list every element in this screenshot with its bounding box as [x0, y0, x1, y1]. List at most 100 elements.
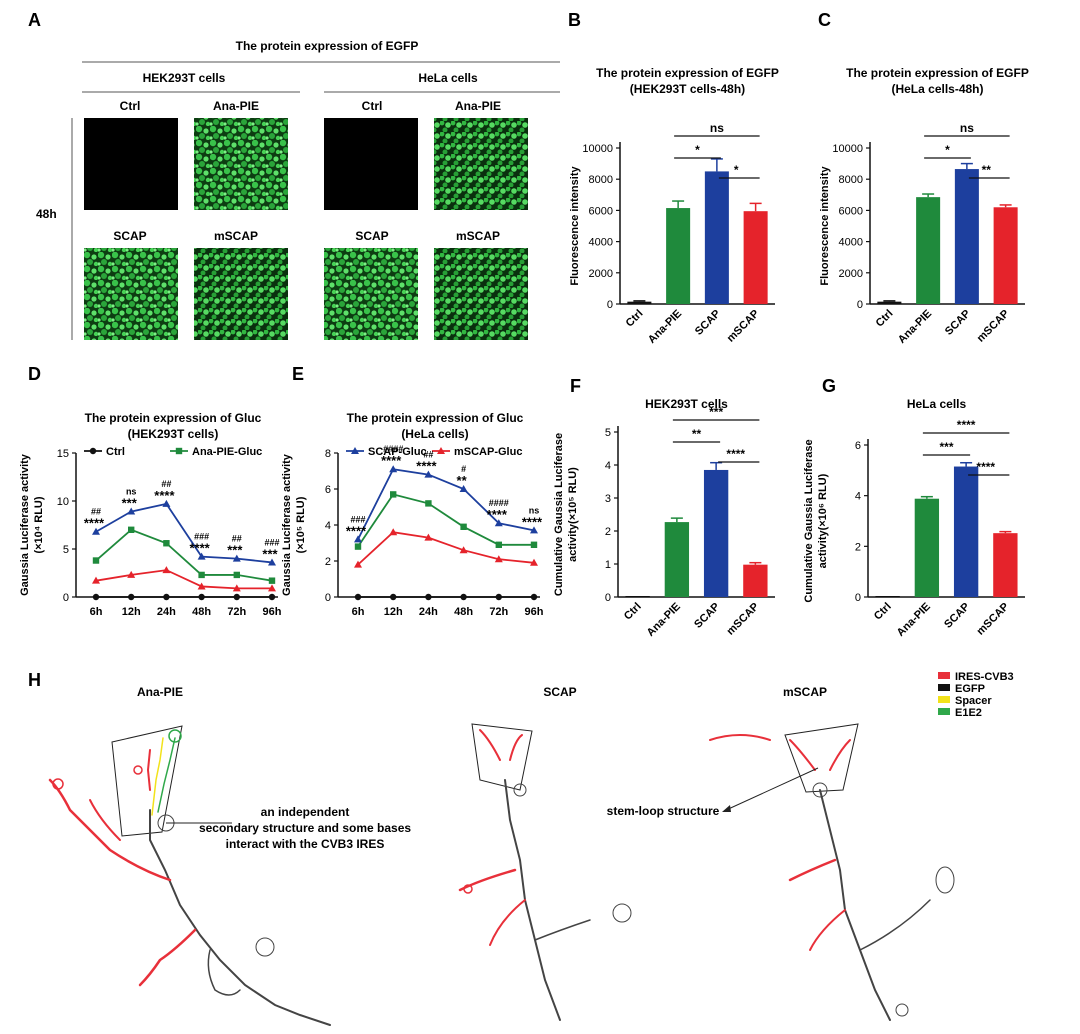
y-axis-label: Cumulative Gaussia Luciferase — [553, 433, 565, 596]
y-axis-label: Fluorescence intensity — [569, 166, 581, 286]
significance-label: ** — [982, 163, 992, 177]
data-point — [389, 465, 398, 473]
y-axis-label-unit: activity(×10⁵ RLU) — [567, 467, 579, 562]
rna-structure-mscap — [709, 723, 955, 1021]
y-tick-label: 10000 — [832, 143, 863, 155]
annotation-anapie-line-3: interact with the CVB3 IRES — [226, 837, 385, 851]
bar-ana-pie — [664, 522, 690, 597]
annotation-stars: **** — [522, 514, 543, 529]
annotation-anapie-line-2: secondary structure and some bases — [199, 821, 411, 835]
y-tick-label: 4 — [325, 520, 331, 532]
rna-structure-scap — [458, 723, 632, 1021]
annotation-top: # — [461, 464, 466, 474]
x-tick-label: SCAP — [693, 308, 723, 338]
y-axis-label-unit: (×10⁵ RLU) — [295, 496, 307, 553]
significance-label: * — [695, 143, 700, 157]
data-point — [494, 519, 503, 527]
data-point — [268, 593, 276, 601]
structure-title-scap: SCAP — [543, 685, 576, 699]
data-point — [163, 593, 170, 601]
chart-e: The protein expression of Gluc (HeLa cell… — [281, 411, 544, 618]
data-point — [92, 527, 100, 535]
x-tick-label: 72h — [489, 606, 508, 618]
legend-label-e1e2: E1E2 — [955, 707, 982, 719]
significance-label: * — [945, 143, 950, 157]
annotation-top: ### — [350, 514, 365, 524]
data-point — [530, 526, 538, 534]
x-tick-label: SCAP — [943, 308, 973, 338]
panel-a-group-hela: HeLa cells — [418, 71, 478, 85]
annotation-top: ## — [161, 479, 171, 489]
chart-c-subtitle: (HeLa cells-48h) — [891, 82, 983, 96]
panel-a: A The protein expression of EGFP HEK293T… — [28, 10, 560, 340]
x-tick-label: 6h — [352, 606, 365, 618]
legend-label: SCAP-Gluc — [368, 446, 427, 458]
y-tick-label: 2000 — [839, 268, 863, 280]
y-tick-label: 6000 — [839, 205, 863, 217]
micrograph-scap-hela — [324, 248, 418, 340]
legend-label: Ana-PIE-Gluc — [192, 446, 262, 458]
panel-a-group-hek: HEK293T cells — [143, 71, 226, 85]
data-point — [92, 557, 100, 564]
y-tick-label: 0 — [857, 299, 863, 311]
x-tick-label: 48h — [454, 606, 473, 618]
data-point — [354, 560, 362, 568]
significance-label: ** — [692, 427, 702, 441]
legend-swatch-egfp — [938, 684, 950, 691]
y-tick-label: 4000 — [589, 237, 613, 249]
data-point — [425, 500, 432, 507]
significance-label: *** — [939, 440, 953, 454]
panel-letter-f: F — [570, 376, 581, 396]
bar-scap — [954, 169, 979, 304]
panel-letter-c: C — [818, 10, 831, 30]
y-tick-label: 6 — [325, 484, 331, 496]
legend-label: mSCAP-Gluc — [454, 446, 522, 458]
panel-a-time-label: 48h — [36, 207, 57, 221]
pointer-line-mscap — [723, 767, 819, 812]
data-point — [197, 582, 206, 590]
data-point — [233, 571, 240, 579]
bar-mscap — [743, 564, 768, 597]
x-tick-label: 12h — [384, 606, 403, 618]
data-point — [162, 566, 171, 574]
annotation-stars: **** — [416, 459, 437, 474]
annotation-top: ### — [194, 532, 209, 542]
y-tick-label: 15 — [57, 448, 69, 460]
micrograph-mscap-hek — [194, 248, 288, 340]
panel-a-label-scap-hela: SCAP — [355, 229, 388, 243]
annotation-stars: *** — [122, 496, 138, 511]
chart-c-title: The protein expression of EGFP — [846, 66, 1029, 80]
chart-d-subtitle: (HEK293T cells) — [128, 427, 219, 441]
data-point — [162, 499, 171, 507]
annotation-stars: **** — [189, 541, 210, 556]
legend-marker — [175, 447, 183, 455]
micrograph-scap-hek — [84, 248, 178, 340]
data-point — [198, 571, 205, 579]
data-point — [494, 555, 503, 563]
y-tick-label: 4 — [855, 491, 861, 503]
y-tick-label: 8 — [325, 448, 331, 460]
significance-label: *** — [709, 405, 723, 419]
panel-a-label-anapie-hek: Ana-PIE — [213, 99, 259, 113]
annotation-stars: **** — [487, 507, 508, 522]
annotation-stars: **** — [381, 453, 402, 468]
y-tick-label: 5 — [605, 427, 611, 439]
data-point — [354, 543, 362, 550]
y-tick-label: 1 — [605, 559, 611, 571]
y-tick-label: 0 — [855, 592, 861, 604]
highlight-box-scap — [471, 723, 533, 791]
legend-label-ires: IRES-CVB3 — [955, 671, 1014, 683]
legend-marker — [351, 447, 359, 454]
y-axis-label: Fluorescence intensity — [819, 166, 831, 286]
chart-e-title: The protein expression of Gluc — [347, 411, 524, 425]
data-point — [354, 593, 362, 601]
legend-label-egfp: EGFP — [955, 683, 985, 695]
data-point — [530, 558, 538, 566]
highlight-box-mscap — [784, 723, 859, 793]
highlight-box-anapie — [111, 725, 183, 837]
annotation-stars: *** — [262, 546, 278, 561]
x-tick-label: Ana-PIE — [646, 308, 684, 346]
chart-d: The protein expression of Gluc (HEK293T c… — [19, 411, 282, 618]
data-point — [128, 526, 135, 533]
